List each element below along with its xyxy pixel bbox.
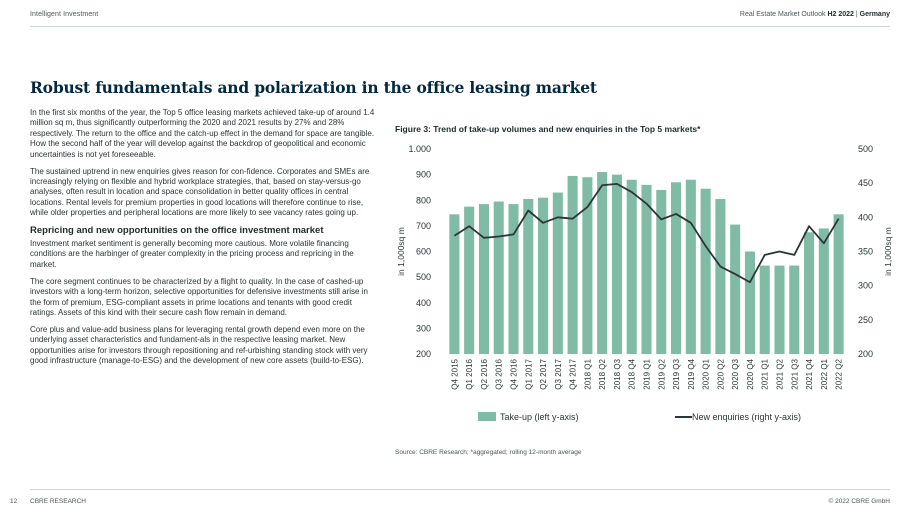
takeup-bar — [641, 184, 652, 355]
takeup-bar — [833, 214, 844, 354]
takeup-bar — [523, 198, 534, 354]
left-axis-tick-label: 1.000 — [408, 144, 431, 154]
right-axis-tick-label: 300 — [858, 281, 873, 291]
paragraph-4: The core segment continues to be charact… — [30, 276, 368, 317]
takeup-bar — [818, 228, 829, 354]
paragraph-2: The sustained uptrend in new enquiries g… — [30, 166, 370, 218]
right-axis-title: in 1,000sq m — [883, 227, 893, 276]
category-label: Q2 2016 — [480, 358, 489, 389]
category-label: 2020 Q1 — [702, 358, 711, 389]
category-label: 2018 Q2 — [598, 358, 607, 389]
takeup-bar — [626, 179, 637, 354]
legend-takeup-swatch — [478, 412, 496, 421]
takeup-bar — [552, 192, 563, 354]
category-label: 2018 Q1 — [583, 358, 592, 389]
category-label: 2019 Q4 — [687, 358, 696, 389]
left-axis-tick-label: 900 — [416, 170, 431, 180]
takeup-bar — [730, 224, 741, 354]
category-label: Q2 2017 — [539, 358, 548, 389]
paragraph-5: Core plus and value-add business plans f… — [30, 324, 368, 366]
right-axis-tick-label: 500 — [858, 144, 873, 154]
takeup-bar — [493, 201, 504, 354]
left-axis-tick-label: 800 — [416, 195, 431, 205]
header-separator: | — [855, 11, 858, 18]
category-label: 2021 Q2 — [776, 358, 785, 389]
takeup-bar — [478, 204, 489, 354]
category-label: Q4 2015 — [450, 358, 459, 389]
takeup-bar — [804, 232, 815, 354]
figure-title: Figure 3: Trend of take-up volumes and n… — [395, 124, 701, 134]
body-text: In the first six months of the year, the… — [30, 108, 380, 373]
takeup-bar — [567, 175, 578, 354]
footer-divider — [30, 489, 890, 490]
left-axis-title: in 1,000sq m — [396, 227, 406, 276]
left-axis-tick-label: 500 — [416, 272, 431, 282]
category-label: 2021 Q1 — [761, 358, 770, 389]
takeup-bar — [611, 174, 622, 355]
left-axis-tick-label: 400 — [416, 298, 431, 308]
category-label: Q3 2016 — [495, 358, 504, 389]
category-label: 2022 Q2 — [835, 358, 844, 389]
takeup-bar — [538, 197, 549, 354]
category-label: Q4 2017 — [569, 358, 578, 389]
category-label: 2019 Q3 — [672, 358, 681, 389]
page-title: Robust fundamentals and polarization in … — [30, 78, 597, 97]
takeup-bar — [789, 265, 800, 354]
paragraph-1: In the first six months of the year, the… — [30, 108, 375, 159]
footer-left: CBRE RESEARCH — [30, 498, 86, 505]
left-axis-tick-label: 600 — [416, 247, 431, 257]
category-label: 2019 Q2 — [657, 358, 666, 389]
takeup-bar — [759, 265, 770, 354]
page-number: 12 — [10, 498, 18, 505]
category-label: 2021 Q3 — [790, 358, 799, 389]
takeup-bar — [744, 251, 755, 354]
category-label: 2019 Q1 — [643, 358, 652, 389]
takeup-bar — [597, 172, 608, 354]
takeup-bar — [700, 188, 711, 354]
right-axis-tick-label: 400 — [858, 212, 873, 222]
category-label: 2020 Q4 — [746, 358, 755, 389]
figure-source: Source: CBRE Research; *aggregated; roll… — [395, 449, 582, 456]
category-label: 2018 Q3 — [613, 358, 622, 389]
category-label: Q1 2016 — [465, 358, 474, 389]
takeup-bar — [464, 206, 475, 354]
header-edition: H2 2022 — [827, 11, 854, 18]
section-heading: Repricing and new opportunities on the o… — [30, 224, 324, 236]
right-axis-tick-label: 250 — [858, 315, 873, 325]
takeup-bar — [774, 265, 785, 354]
legend-enquiries-label: New enquiries (right y-axis) — [692, 412, 801, 422]
header-left: Intelligent Investment — [30, 11, 99, 18]
category-label: 2020 Q3 — [731, 358, 740, 389]
footer-copyright: © 2022 CBRE GmbH — [828, 498, 890, 505]
right-axis-tick-label: 200 — [858, 349, 873, 359]
category-label: 2021 Q4 — [805, 358, 814, 389]
takeup-bar — [582, 177, 593, 354]
takeup-bar — [508, 204, 519, 354]
category-label: 2020 Q2 — [716, 358, 725, 389]
takeup-bar — [449, 214, 460, 354]
takeup-enquiries-chart: 200 300 400 500 600 700 800 900 1.000 200 250 300 35… — [396, 144, 893, 422]
header-divider — [30, 26, 890, 27]
takeup-bar — [685, 179, 696, 354]
right-axis-tick-label: 450 — [858, 178, 873, 188]
paragraph-3: Investment market sentiment is generally… — [30, 238, 354, 269]
left-axis-tick-label: 200 — [416, 349, 431, 359]
header-country: Germany — [859, 11, 890, 18]
category-label: 2018 Q4 — [628, 358, 637, 389]
takeup-bar — [715, 198, 726, 354]
takeup-bar — [656, 190, 667, 354]
legend-takeup-label: Take-up (left y-axis) — [500, 412, 579, 422]
category-label: Q1 2017 — [524, 358, 533, 389]
header-publication: Real Estate Market Outlook — [739, 11, 826, 18]
header-right: Real Estate Market Outlook H2 2022 | Ger… — [740, 11, 890, 18]
left-axis-tick-label: 700 — [416, 221, 431, 231]
category-label: Q4 2016 — [510, 358, 519, 389]
category-label: Q3 2017 — [554, 358, 563, 389]
enquiries-line — [453, 182, 840, 284]
takeup-bar — [671, 182, 682, 354]
left-axis-tick-label: 300 — [416, 323, 431, 333]
category-label: 2022 Q1 — [820, 358, 829, 389]
right-axis-tick-label: 350 — [858, 247, 873, 257]
